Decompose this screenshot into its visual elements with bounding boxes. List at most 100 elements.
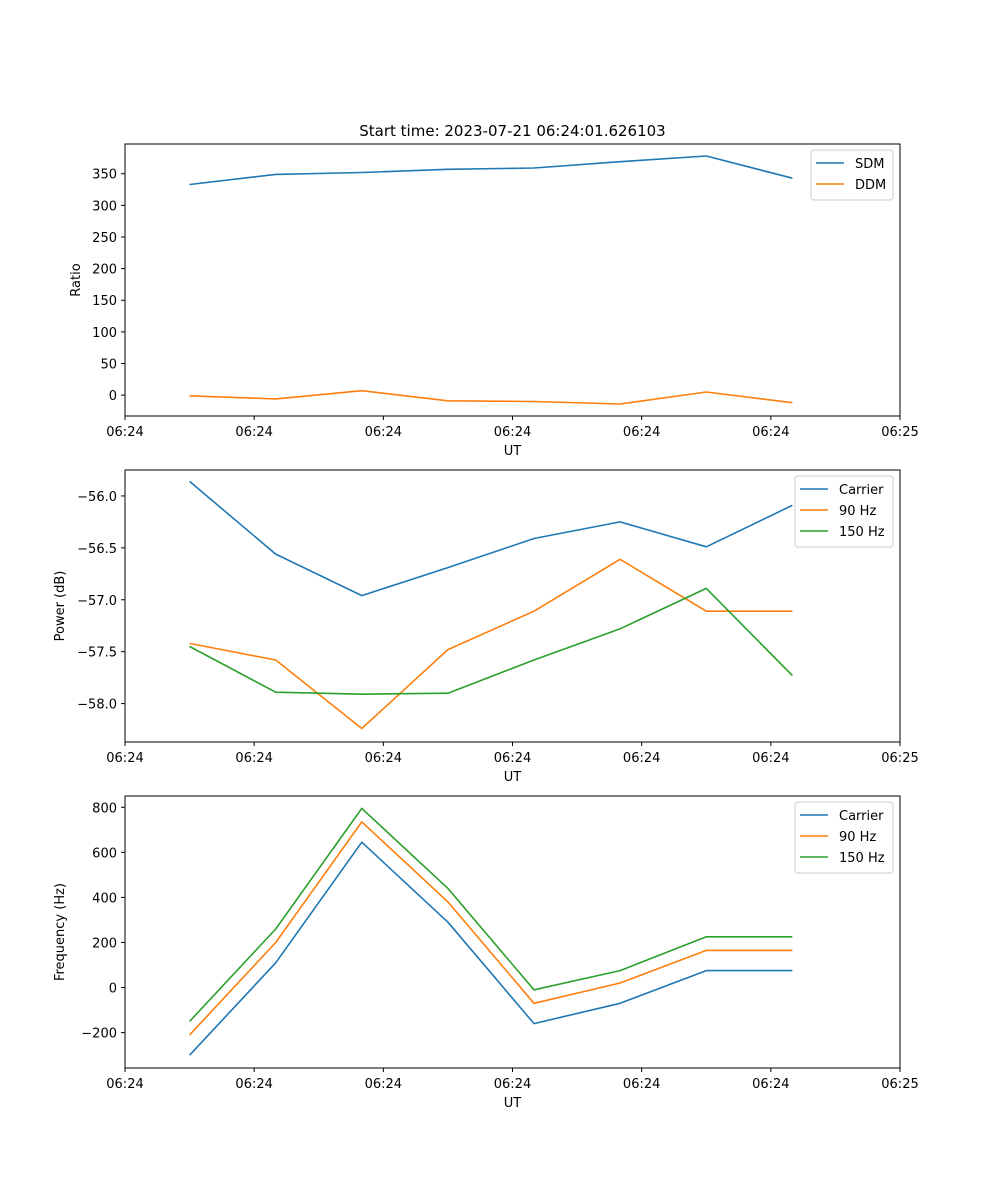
- legend-label: SDM: [855, 157, 884, 172]
- figure-title: Start time: 2023-07-21 06:24:01.626103: [359, 122, 665, 140]
- x-tick-label: 06:24: [365, 751, 402, 766]
- y-tick-label: −56.0: [77, 490, 117, 505]
- chart-panel-3: −200 0 200 400 600 800 06:24 06:24 06:24 06:24 06:…: [53, 795, 919, 1111]
- plot-area: [124, 143, 901, 417]
- x-tick-label: 06:24: [235, 751, 272, 766]
- data-point: [188, 182, 192, 186]
- x-axis-label: UT: [504, 444, 522, 459]
- y-tick-label: −200: [81, 1027, 117, 1042]
- x-tick-label: 06:24: [623, 1077, 660, 1092]
- data-point: [532, 988, 536, 992]
- legend-label: 90 Hz: [839, 830, 876, 845]
- data-point: [446, 900, 450, 904]
- x-tick-label: 06:24: [106, 1077, 143, 1092]
- data-point: [188, 479, 192, 483]
- y-tick-label: −56.5: [77, 542, 117, 557]
- data-point: [274, 552, 278, 556]
- x-axis-label: UT: [504, 1096, 522, 1111]
- data-point: [446, 886, 450, 890]
- y-tick-label: −58.0: [77, 698, 117, 713]
- data-point: [790, 969, 794, 973]
- legend-label: 90 Hz: [839, 504, 876, 519]
- x-tick-label: 06:24: [752, 1077, 789, 1092]
- data-point: [704, 545, 708, 549]
- x-tick-label: 06:24: [623, 751, 660, 766]
- data-point: [790, 674, 794, 678]
- x-tick-label: 06:25: [881, 425, 918, 440]
- data-point: [704, 609, 708, 613]
- y-tick-label: 300: [92, 199, 117, 214]
- x-tick-label: 06:24: [106, 425, 143, 440]
- data-point: [360, 820, 364, 824]
- data-point: [704, 154, 708, 158]
- x-tick-label: 06:24: [752, 425, 789, 440]
- plot-area: [124, 795, 901, 1069]
- data-point: [790, 935, 794, 939]
- data-point: [618, 557, 622, 561]
- series-line-90-hz: [189, 558, 793, 730]
- y-tick-label: 350: [92, 168, 117, 183]
- data-point: [532, 537, 536, 541]
- y-tick-label: 600: [92, 846, 117, 861]
- data-point: [360, 840, 364, 844]
- data-point: [532, 658, 536, 662]
- chart-panel-2: −58.0 −57.5 −57.0 −56.5 −56.0 06:24 06:24 06:24…: [53, 469, 919, 785]
- x-tick-label: 06:24: [494, 425, 531, 440]
- y-tick-label: 200: [92, 936, 117, 951]
- series-line-carrier: [189, 480, 793, 597]
- data-point: [360, 170, 364, 174]
- data-point: [704, 586, 708, 590]
- data-point: [188, 1019, 192, 1023]
- y-tick-label: 0: [109, 389, 117, 404]
- legend-box: [794, 475, 894, 548]
- series-line-90-hz: [189, 821, 793, 1036]
- chart-panel-1: 0 50 100 150 200 250 300 350 06:24 06:24 06:24 06:2…: [69, 143, 919, 459]
- legend-label: Carrier: [839, 809, 884, 824]
- data-point: [360, 594, 364, 598]
- legend-label: Carrier: [839, 483, 884, 498]
- y-tick-label: 200: [92, 263, 117, 278]
- data-point: [790, 401, 794, 405]
- data-point: [360, 806, 364, 810]
- x-tick-label: 06:25: [881, 1077, 918, 1092]
- data-point: [188, 394, 192, 398]
- series-line-150-hz: [189, 807, 793, 1022]
- data-point: [188, 644, 192, 648]
- data-point: [532, 166, 536, 170]
- x-tick-label: 06:24: [494, 1077, 531, 1092]
- y-tick-label: −57.5: [77, 646, 117, 661]
- legend-box: [794, 801, 894, 874]
- x-tick-label: 06:24: [752, 751, 789, 766]
- data-point: [274, 658, 278, 662]
- data-point: [446, 691, 450, 695]
- legend: Carrier 90 Hz 150 Hz: [794, 475, 894, 548]
- data-point: [274, 927, 278, 931]
- data-point: [274, 961, 278, 965]
- data-point: [188, 1033, 192, 1037]
- data-point: [360, 727, 364, 731]
- data-point: [274, 172, 278, 176]
- y-tick-label: 50: [100, 357, 117, 372]
- data-point: [274, 397, 278, 401]
- x-tick-label: 06:24: [494, 751, 531, 766]
- data-point: [790, 176, 794, 180]
- y-tick-label: 100: [92, 326, 117, 341]
- legend: Carrier 90 Hz 150 Hz: [794, 801, 894, 874]
- legend-label: 150 Hz: [839, 851, 885, 866]
- data-point: [188, 1053, 192, 1057]
- y-tick-label: −57.0: [77, 594, 117, 609]
- y-tick-label: 150: [92, 294, 117, 309]
- data-point: [618, 627, 622, 631]
- legend-label: DDM: [855, 178, 886, 193]
- data-point: [618, 402, 622, 406]
- y-axis-label: Ratio: [69, 263, 84, 296]
- data-point: [790, 503, 794, 507]
- data-point: [360, 389, 364, 393]
- data-point: [446, 920, 450, 924]
- data-point: [446, 648, 450, 652]
- y-tick-label: 0: [109, 982, 117, 997]
- series-line-carrier: [189, 841, 793, 1056]
- x-tick-label: 06:24: [365, 425, 402, 440]
- data-point: [274, 690, 278, 694]
- x-tick-label: 06:24: [623, 425, 660, 440]
